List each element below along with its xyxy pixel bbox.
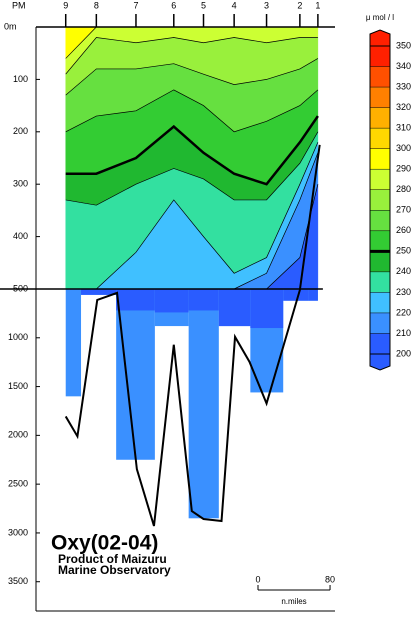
subtitle: Marine Observatory (58, 563, 171, 577)
colorbar-label: 250 (396, 246, 411, 256)
colorbar-segment (370, 46, 390, 67)
cast-layer (308, 289, 318, 301)
colorbar-label: 200 (396, 348, 411, 358)
station-label: 2 (297, 0, 302, 10)
y-tick-label: 300 (13, 179, 28, 189)
colorbar-segment (370, 251, 390, 272)
colorbar-cap (369, 353, 391, 371)
y-tick-label: 500 (13, 283, 28, 293)
contour-line (65, 37, 318, 75)
cast-layer (116, 289, 155, 311)
colorbar-label: 350 (396, 40, 411, 50)
contour-line (65, 58, 319, 96)
cast-layer (218, 289, 251, 327)
chart-title: Oxy(02-04) (51, 532, 158, 555)
colorbar-segment (370, 169, 390, 190)
cast-layer (81, 289, 117, 295)
station-label: 3 (264, 0, 269, 10)
cast-column (188, 289, 219, 519)
colorbar-label: 210 (396, 328, 411, 338)
station-label: 9 (63, 0, 68, 10)
y-tick-label: 0m (4, 21, 17, 31)
station-label: 4 (232, 0, 237, 10)
cast-layer (250, 289, 284, 329)
colorbar-label: 230 (396, 287, 411, 297)
colorbar-label: 240 (396, 266, 411, 276)
contour-line (65, 89, 319, 133)
scale-unit: n.miles (281, 597, 306, 606)
colorbar-label: 300 (396, 143, 411, 153)
y-tick-label: 2500 (8, 479, 28, 489)
scale-label: 0 (255, 574, 260, 584)
colorbar-segment (370, 333, 390, 354)
cast-layer (283, 289, 309, 301)
y-tick-label: 2000 (8, 430, 28, 440)
colorbar-segment (370, 148, 390, 170)
station-label: 8 (94, 0, 99, 10)
colorbar-label: 330 (396, 81, 411, 91)
colorbar-cap (369, 29, 391, 47)
cast-column (65, 289, 82, 397)
colorbar-segment (370, 312, 390, 334)
y-tick-label: 400 (13, 231, 28, 241)
colorbar-segment (370, 66, 390, 88)
bottom-profile (64, 144, 321, 527)
colorbar-label: 220 (396, 307, 411, 317)
cast-layer (188, 289, 219, 311)
station-label: 7 (133, 0, 138, 10)
colorbar-segment (370, 230, 390, 252)
colorbar-segment (370, 87, 390, 108)
contour-line (65, 115, 319, 186)
colorbar-segment (370, 189, 390, 211)
contour-line (65, 142, 319, 290)
y-tick-label: 3000 (8, 527, 28, 537)
y-tick-label: 100 (13, 74, 28, 84)
y-tick-label: 1500 (8, 381, 28, 391)
colorbar-label: 310 (396, 123, 411, 133)
colorbar-label: 270 (396, 205, 411, 215)
colorbar-label: 280 (396, 184, 411, 194)
colorbar-unit: μ mol / l (366, 13, 394, 22)
station-label: 1 (315, 0, 320, 10)
station-label: 6 (171, 0, 176, 10)
colorbar-segment (370, 210, 390, 231)
colorbar-segment (370, 292, 390, 313)
colorbar-segment (370, 271, 390, 293)
colorbar-label: 290 (396, 164, 411, 174)
scale-label: 80 (325, 574, 335, 584)
colorbar-label: 260 (396, 225, 411, 235)
section-field (65, 26, 319, 519)
x-prefix: PM (12, 0, 26, 10)
colorbar-label: 320 (396, 102, 411, 112)
colorbar-label: 340 (396, 61, 411, 71)
cast-layer (154, 289, 189, 313)
colorbar-segment (370, 107, 390, 129)
colorbar-segment (370, 128, 390, 149)
y-tick-label: 200 (13, 126, 28, 136)
station-label: 5 (201, 0, 206, 10)
y-tick-label: 3500 (8, 576, 28, 586)
cast-column (116, 289, 155, 460)
y-tick-label: 1000 (8, 332, 28, 342)
contour-line (65, 131, 319, 206)
subtitle: Product of Maizuru (58, 552, 167, 566)
